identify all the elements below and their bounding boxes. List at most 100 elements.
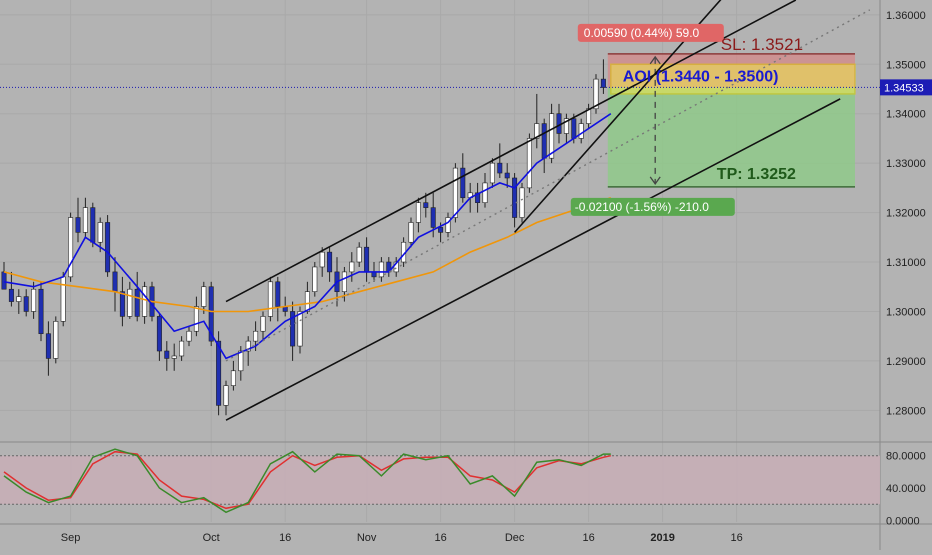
channel-upper-line xyxy=(225,0,797,303)
bear-candle xyxy=(8,288,14,302)
stochastic-band xyxy=(0,455,880,505)
bull-candle xyxy=(238,350,244,372)
bear-candle xyxy=(512,177,518,218)
bear-candle xyxy=(275,281,281,307)
trade-zones xyxy=(0,53,880,188)
bear-candle xyxy=(216,340,222,406)
bull-candle xyxy=(408,222,414,243)
bear-candle xyxy=(105,222,111,273)
price-tick-label: 1.32000 xyxy=(886,208,926,220)
bull-candle xyxy=(193,306,199,332)
bear-candle xyxy=(497,162,503,174)
bear-candle xyxy=(23,296,29,312)
bear-candle xyxy=(504,172,510,179)
time-tick-label: 16 xyxy=(279,532,291,544)
bull-candle xyxy=(482,182,488,203)
bull-candle xyxy=(186,330,192,342)
bull-candle xyxy=(549,113,555,159)
risk-label-bg xyxy=(577,23,724,42)
price-axis[interactable]: 1.28000 1.29000 1.30000 1.31000 1.32000 1.330… xyxy=(880,10,932,418)
bull-candle xyxy=(341,271,347,292)
candlesticks xyxy=(1,59,606,416)
bull-candle xyxy=(445,217,451,233)
bear-candle xyxy=(364,246,370,273)
bear-candle xyxy=(460,167,466,199)
bull-candle xyxy=(230,370,236,386)
bear-candle xyxy=(156,316,162,352)
bear-candle xyxy=(75,217,81,233)
price-tick-label: 1.33000 xyxy=(886,158,926,170)
stochastic-k-line xyxy=(3,448,611,514)
bull-candle xyxy=(16,296,22,302)
bear-candle xyxy=(134,288,140,317)
time-tick-label: Nov xyxy=(357,532,377,544)
bull-candle xyxy=(82,207,88,233)
bull-candle xyxy=(260,316,266,332)
current-price-tag xyxy=(880,79,932,96)
bull-candle xyxy=(519,187,525,218)
bull-candle xyxy=(179,340,185,357)
bull-candle xyxy=(60,276,66,322)
bull-candle xyxy=(593,78,599,110)
bear-candle xyxy=(164,350,170,359)
bear-candle xyxy=(38,288,44,335)
price-tick-label: 1.36000 xyxy=(886,10,926,22)
price-tick-label: 1.31000 xyxy=(886,257,926,269)
channel-lower-line xyxy=(225,98,841,421)
channel-median-line xyxy=(225,9,871,362)
bull-candle xyxy=(563,118,569,134)
bear-candle xyxy=(571,118,577,139)
time-axis[interactable]: Sep Oct 16 Nov 16 Dec 16 2019 16 xyxy=(61,532,743,544)
time-tick-label: 16 xyxy=(582,532,594,544)
bear-candle xyxy=(290,311,296,347)
time-tick-label: 2019 xyxy=(650,532,674,544)
bull-candle xyxy=(267,281,273,317)
bull-candle xyxy=(452,167,458,218)
aoi-label: AOI (1.3440 - 1.3500) xyxy=(623,68,779,85)
bear-candle xyxy=(112,271,118,292)
bear-candle xyxy=(556,113,562,134)
bear-candle xyxy=(119,291,125,317)
time-tick-label: Oct xyxy=(203,532,220,544)
bear-candle xyxy=(541,123,547,159)
indicator-lines xyxy=(3,0,871,421)
bear-candle xyxy=(600,78,606,88)
slow-moving-average xyxy=(3,197,612,313)
bull-candle xyxy=(171,355,177,359)
oscillator-tick-label: 0.0000 xyxy=(886,515,920,527)
bull-candle xyxy=(415,202,421,223)
bear-candle xyxy=(423,202,429,208)
take-profit-label: TP: 1.3252 xyxy=(717,166,796,183)
bull-candle xyxy=(297,311,303,347)
take-profit-zone xyxy=(607,87,855,187)
bear-candle xyxy=(1,271,7,290)
bull-candle xyxy=(304,291,310,312)
bull-candle xyxy=(489,162,495,184)
bull-candle xyxy=(223,385,229,406)
bull-candle xyxy=(534,123,540,139)
reward-label-bg xyxy=(570,197,735,216)
fast-moving-average xyxy=(3,113,612,360)
bull-candle xyxy=(356,246,362,263)
measure-arrow-down-icon xyxy=(649,176,661,185)
chart-annotations: 0.00590 (0.44%) 59.0 SL: 1.3521 AOI (1.344… xyxy=(570,23,803,216)
price-tick-label: 1.29000 xyxy=(886,356,926,368)
reward-label: -0.02100 (-1.56%) -210.0 xyxy=(575,200,709,214)
bull-candle xyxy=(31,288,37,312)
bull-candle xyxy=(349,261,355,273)
bear-candle xyxy=(475,192,481,203)
price-tick-label: 1.35000 xyxy=(886,59,926,71)
bull-candle xyxy=(526,138,532,189)
bear-candle xyxy=(208,286,214,342)
time-tick-label: 16 xyxy=(730,532,742,544)
stop-loss-label: SL: 1.3521 xyxy=(721,35,803,54)
time-tick-label: Sep xyxy=(61,532,81,544)
time-tick-label: Dec xyxy=(505,532,525,544)
price-tick-label: 1.34000 xyxy=(886,109,926,121)
bear-candle xyxy=(327,251,333,273)
bear-candle xyxy=(430,207,436,228)
bull-candle xyxy=(127,288,133,317)
stochastic-panel: 0.0000 40.0000 80.0000 xyxy=(0,448,926,527)
